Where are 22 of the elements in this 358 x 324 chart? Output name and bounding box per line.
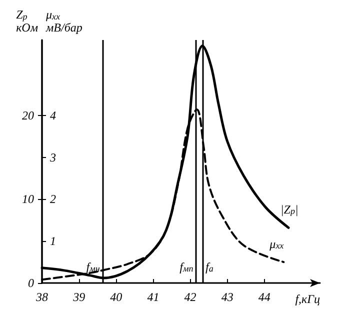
y2-axis-title: μхх мВ/бар — [45, 8, 82, 34]
ref-line-label: fa — [206, 260, 214, 274]
ref-line-label: fмн — [86, 260, 100, 274]
y-tick-label: 0 — [28, 276, 34, 290]
x-tick-label: 38 — [35, 290, 48, 304]
x-tick-label: 42 — [184, 290, 196, 304]
y2-tick-label: 4 — [50, 108, 56, 122]
x-axis-title: f,кГц — [295, 292, 320, 306]
y2-tick-label: 2 — [50, 192, 56, 206]
ref-line-label: fмп — [180, 260, 194, 274]
x-tick-label: 44 — [258, 290, 270, 304]
x-tick-label: 40 — [110, 290, 122, 304]
series-label: |Zр| — [280, 202, 298, 217]
y-tick-label: 10 — [22, 192, 34, 206]
y-axis-title: Zр кОм — [16, 8, 38, 34]
x-tick-label: 41 — [147, 290, 160, 304]
y2-tick-label: 3 — [49, 150, 56, 164]
x-tick-label: 43 — [221, 290, 234, 304]
series-label: μхх — [268, 237, 284, 252]
y-tick-label: 20 — [22, 108, 34, 122]
y2-tick-label: 1 — [50, 234, 56, 248]
x-tick-label: 39 — [72, 290, 86, 304]
